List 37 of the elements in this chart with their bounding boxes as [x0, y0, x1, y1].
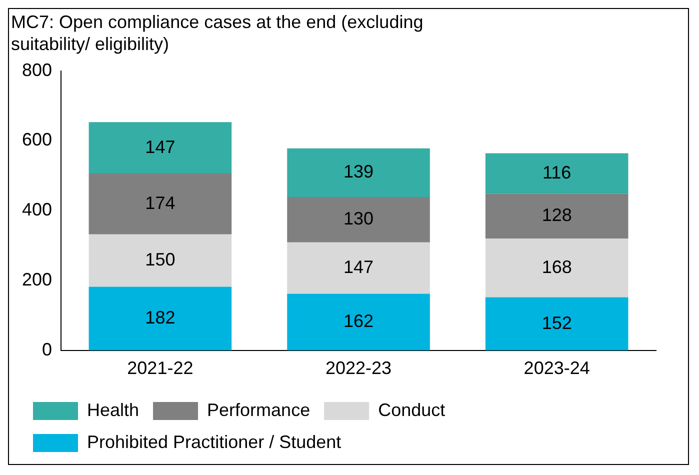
data-label: 150	[145, 250, 176, 270]
bar	[287, 242, 430, 294]
y-tick-label: 200	[22, 269, 52, 290]
data-label: 182	[145, 308, 176, 328]
legend-label: Conduct	[378, 400, 446, 420]
x-tick-label: 2022-23	[325, 358, 392, 378]
data-label: 168	[542, 256, 572, 277]
bar	[287, 148, 430, 197]
y-tick-label: 800	[22, 60, 52, 80]
legend-label: Health	[87, 400, 140, 420]
bar	[485, 153, 628, 194]
chart-title: MC7: Open compliance cases at the end (excluding suitability/ eligibility)	[10, 11, 424, 56]
bar	[287, 294, 430, 350]
legend-label: Prohibited Practitioner / Student	[87, 432, 342, 452]
data-label: 147	[343, 257, 374, 278]
data-label: 152	[542, 312, 572, 333]
bar	[88, 286, 232, 350]
x-tick-label: 2023-24	[524, 358, 590, 378]
bar	[88, 174, 232, 234]
data-label: 130	[343, 208, 374, 229]
data-label: 128	[542, 205, 572, 226]
data-label: 174	[145, 192, 176, 213]
bar	[287, 196, 430, 242]
data-label: 147	[145, 136, 176, 157]
x-tick-label: 2021-22	[127, 358, 194, 378]
y-tick-label: 600	[22, 130, 52, 150]
legend-label: Performance	[207, 400, 310, 420]
bar	[485, 194, 628, 239]
y-tick-label: 0	[42, 339, 52, 360]
bar	[88, 234, 232, 287]
bar	[88, 122, 232, 174]
data-label: 162	[343, 311, 374, 332]
y-tick-label: 400	[22, 200, 52, 220]
bar	[485, 238, 628, 298]
data-label: 116	[542, 162, 572, 183]
bar	[485, 297, 628, 350]
data-label: 139	[343, 162, 374, 182]
